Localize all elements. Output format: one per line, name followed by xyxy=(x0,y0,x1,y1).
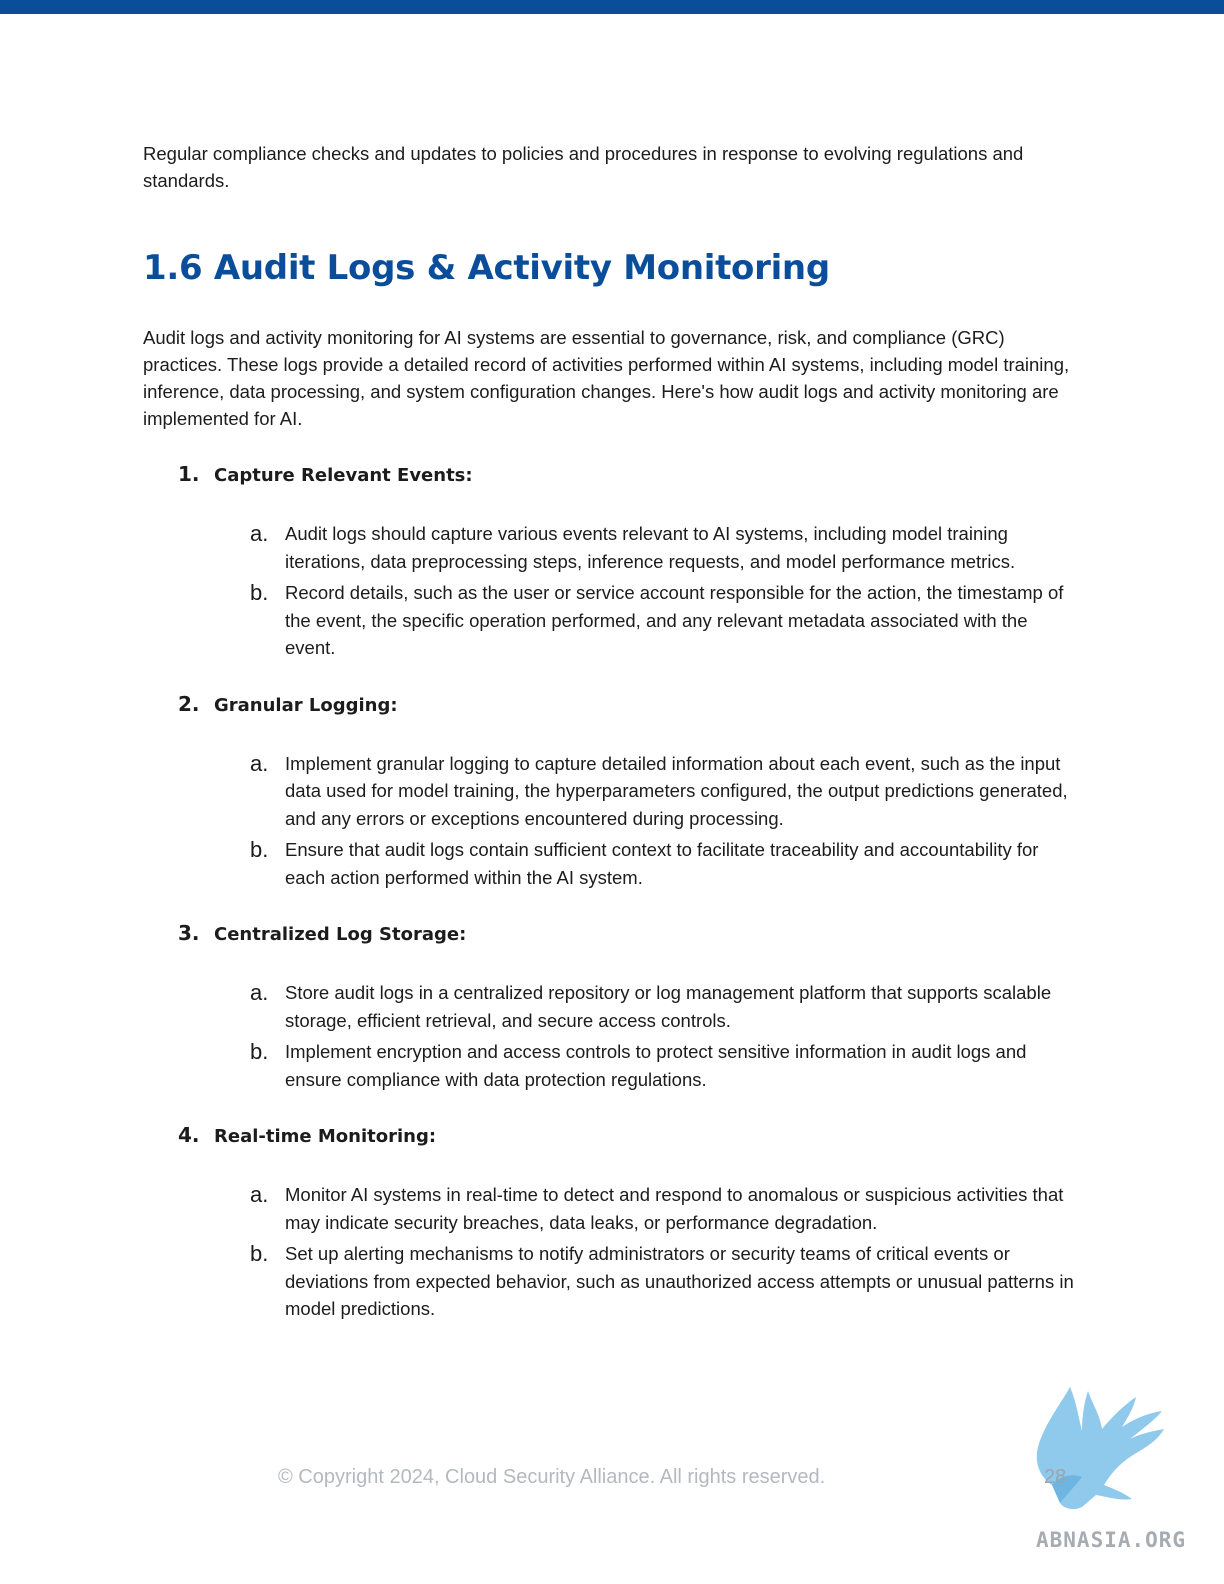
item-text: Audit logs should capture various events… xyxy=(285,523,1016,572)
list-item: a. Audit logs should capture various eve… xyxy=(250,520,1078,575)
list-section: 1. Capture Relevant Events: a. Audit log… xyxy=(178,462,1078,662)
item-text: Store audit logs in a centralized reposi… xyxy=(285,982,1052,1031)
item-text: Implement encryption and access controls… xyxy=(285,1041,1027,1090)
footer-copyright: © Copyright 2024, Cloud Security Allianc… xyxy=(278,1466,826,1488)
item-text: Ensure that audit logs contain sufficien… xyxy=(285,839,1039,888)
watermark-text: ABNASIA.ORG xyxy=(1036,1528,1187,1552)
item-letter: b. xyxy=(250,580,269,605)
item-letter: b. xyxy=(250,837,269,862)
list-item: a. Monitor AI systems in real-time to de… xyxy=(250,1181,1078,1236)
list-item: b. Record details, such as the user or s… xyxy=(250,579,1078,662)
item-text: Monitor AI systems in real-time to detec… xyxy=(285,1184,1064,1233)
section-title: Granular Logging: xyxy=(214,694,398,716)
item-text: Implement granular logging to capture de… xyxy=(285,752,1068,829)
list-section: 4. Real-time Monitoring: a. Monitor AI s… xyxy=(178,1123,1078,1323)
list-section: 3. Centralized Log Storage: a. Store aud… xyxy=(178,921,1078,1093)
item-letter: a. xyxy=(250,980,269,1005)
sub-list: a. Monitor AI systems in real-time to de… xyxy=(250,1181,1078,1323)
section-number: 4. xyxy=(178,1123,200,1147)
item-text: Record details, such as the user or serv… xyxy=(285,582,1064,658)
item-letter: b. xyxy=(250,1039,269,1064)
griffin-icon xyxy=(1036,1387,1164,1510)
item-letter: b. xyxy=(250,1241,269,1266)
sub-list: a. Store audit logs in a centralized rep… xyxy=(250,979,1078,1093)
intro-paragraph: Regular compliance checks and updates to… xyxy=(143,143,1024,191)
section-heading: 1.6 Audit Logs & Activity Monitoring xyxy=(143,248,830,288)
section-number: 3. xyxy=(178,921,200,945)
sub-list: a. Audit logs should capture various eve… xyxy=(250,520,1078,662)
page-number: 28 xyxy=(1044,1466,1067,1488)
section-header: 2. Granular Logging: xyxy=(178,692,1078,722)
section-number: 2. xyxy=(178,691,200,716)
section-number: 1. xyxy=(178,462,200,486)
list-item: a. Store audit logs in a centralized rep… xyxy=(250,979,1078,1034)
item-letter: a. xyxy=(250,521,269,546)
section-header: 3. Centralized Log Storage: xyxy=(178,921,1078,951)
section-title: Centralized Log Storage: xyxy=(214,924,467,945)
section-header: 4. Real-time Monitoring: xyxy=(178,1123,1078,1153)
top-accent-bar xyxy=(0,0,1224,14)
section-title: Real-time Monitoring: xyxy=(214,1126,437,1147)
item-letter: a. xyxy=(250,750,269,776)
numbered-list: 1. Capture Relevant Events: a. Audit log… xyxy=(143,462,1078,1323)
list-section: 2. Granular Logging: a. Implement granul… xyxy=(178,692,1078,892)
sub-list: a. Implement granular logging to capture… xyxy=(250,750,1078,892)
document-body: Regular compliance checks and updates to… xyxy=(143,140,1078,1353)
item-letter: a. xyxy=(250,1182,269,1207)
list-item: b. Set up alerting mechanisms to notify … xyxy=(250,1240,1078,1323)
item-text: Set up alerting mechanisms to notify adm… xyxy=(285,1243,1074,1319)
section-title: Capture Relevant Events: xyxy=(214,465,473,486)
list-item: a. Implement granular logging to capture… xyxy=(250,750,1078,833)
list-item: b. Implement encryption and access contr… xyxy=(250,1038,1078,1093)
list-item: b. Ensure that audit logs contain suffic… xyxy=(250,836,1078,891)
section-header: 1. Capture Relevant Events: xyxy=(178,462,1078,492)
description-paragraph: Audit logs and activity monitoring for A… xyxy=(143,327,1070,429)
